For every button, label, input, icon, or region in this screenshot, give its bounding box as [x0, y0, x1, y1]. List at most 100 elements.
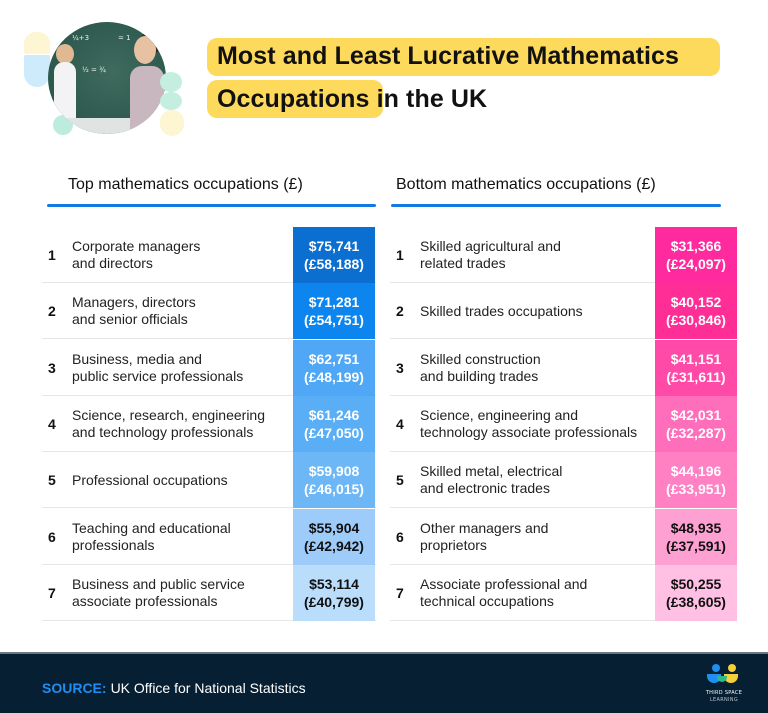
source-text: UK Office for National Statistics [110, 680, 306, 696]
rank-number: 4 [396, 415, 404, 432]
salary-usd: $40,152 [670, 294, 722, 311]
salary-cell: $55,904 (£42,942) [293, 508, 375, 565]
chalk-text: ½ = ¾ [82, 66, 106, 74]
student-head [56, 44, 74, 64]
third-space-learning-logo: THIRD SPACE LEARNING [700, 662, 748, 710]
chalk-text: = 1 [118, 34, 131, 42]
salary-cell: $44,196 (£33,951) [655, 452, 737, 509]
salary-usd: $44,196 [670, 463, 722, 480]
salary-cell: $71,281 (£54,751) [293, 283, 375, 340]
table-row: 3 Skilled construction and building trade… [390, 339, 737, 396]
table-row: 1 Corporate managers and directors $75,741… [42, 227, 376, 283]
salary-cell: $42,031 (£32,287) [655, 395, 737, 452]
logo-arc-yellow-icon [724, 674, 738, 683]
rank-number: 3 [48, 359, 56, 376]
occupation-label: Professional occupations [72, 471, 228, 488]
salary-cell: $41,151 (£31,611) [655, 339, 737, 396]
top-table-rule [47, 204, 376, 207]
occupation-label: Skilled construction and building trades [420, 350, 541, 384]
rank-number: 5 [396, 472, 404, 489]
decor-blob-blue [24, 55, 50, 87]
occupation-label: Business, media and public service profe… [72, 350, 244, 384]
bottom-table-rule [391, 204, 721, 207]
top-table-heading: Top mathematics occupations (£) [68, 176, 303, 193]
logo-text-line1: THIRD SPACE [705, 690, 743, 696]
salary-gbp: (£24,097) [666, 256, 726, 272]
hero-illustration: ¼+3 = 1 ½ = ¾ [20, 22, 190, 137]
decor-blob-mint-2 [160, 72, 182, 92]
decor-blob-yellow [24, 32, 50, 54]
salary-gbp: (£38,605) [666, 593, 726, 610]
occupation-label: Business and public service associate pr… [72, 575, 245, 609]
salary-gbp: (£37,591) [666, 537, 726, 554]
title-highlight-2 [207, 80, 383, 118]
salary-usd: $71,281 [308, 294, 360, 311]
logo-arc-green-icon [717, 676, 727, 682]
occupation-label: Skilled metal, electrical and electronic… [420, 463, 563, 497]
bottom-table-heading: Bottom mathematics occupations (£) [396, 176, 656, 193]
teacher-figure [130, 66, 164, 134]
salary-gbp: (£31,611) [666, 368, 726, 385]
salary-usd: $42,031 [670, 406, 722, 423]
salary-usd: $75,741 [308, 238, 360, 254]
occupation-label: Managers, directors and senior officials [72, 294, 196, 328]
occupation-label: Corporate managers and directors [72, 238, 201, 271]
source-label: SOURCE: [42, 680, 107, 696]
rank-number: 3 [396, 359, 404, 376]
occupation-label: Skilled agricultural and related trades [420, 238, 561, 271]
table-row: 3 Business, media and public service prof… [42, 339, 376, 396]
table-row: 6 Teaching and educational professionals $… [42, 508, 376, 565]
rank-number: 7 [48, 584, 56, 601]
salary-cell: $61,246 (£47,050) [293, 395, 375, 452]
rank-number: 1 [396, 247, 404, 263]
occupation-label: Teaching and educational professionals [72, 519, 231, 553]
salary-usd: $31,366 [670, 238, 722, 254]
salary-usd: $55,904 [308, 519, 360, 536]
occupation-label: Science, research, engineering and techn… [72, 406, 266, 440]
rank-number: 2 [48, 303, 56, 320]
salary-gbp: (£33,951) [666, 481, 726, 498]
salary-usd: $41,151 [670, 350, 722, 367]
salary-gbp: (£48,199) [304, 368, 364, 385]
title-line-1: Most and Least Lucrative Mathematics [217, 42, 680, 70]
title-highlight-1 [207, 38, 720, 76]
salary-gbp: (£30,846) [666, 312, 726, 329]
occupation-label: Other managers and proprietors [420, 519, 549, 553]
salary-cell: $48,935 (£37,591) [655, 508, 737, 565]
salary-gbp: (£47,050) [304, 424, 364, 441]
teacher-head [134, 36, 156, 64]
source-citation: SOURCE: UK Office for National Statistics [42, 680, 306, 696]
rank-number: 1 [48, 247, 56, 263]
salary-cell: $75,741 (£58,188) [293, 227, 375, 283]
logo-text-line2: LEARNING [709, 697, 739, 703]
rank-number: 4 [48, 415, 56, 432]
logo-arc-blue-icon [707, 674, 721, 683]
rank-number: 5 [48, 472, 56, 489]
salary-usd: $61,246 [308, 406, 360, 423]
salary-usd: $50,255 [670, 575, 722, 592]
table-row: 5 Professional occupations $59,908 (£46,015… [42, 452, 376, 509]
footer: SOURCE: UK Office for National Statistics… [0, 652, 768, 713]
rank-number: 2 [396, 303, 404, 320]
occupation-label: Skilled trades occupations [420, 302, 583, 319]
rank-number: 6 [396, 528, 404, 545]
chalk-text: ¼+3 [72, 34, 90, 42]
salary-gbp: (£32,287) [666, 424, 726, 441]
table-row: 5 Skilled metal, electrical and electroni… [390, 452, 737, 509]
table-row: 4 Science, research, engineering and tech… [42, 395, 376, 452]
salary-cell: $62,751 (£48,199) [293, 339, 375, 396]
salary-cell: $59,908 (£46,015) [293, 452, 375, 509]
title-rest: in the UK [369, 85, 488, 113]
table-row: 7 Associate professional and technical oc… [390, 564, 737, 621]
salary-cell: $53,114 (£40,799) [293, 564, 375, 621]
occupation-label: Science, engineering and technology asso… [420, 406, 638, 440]
salary-usd: $59,908 [308, 463, 360, 480]
table-row: 6 Other managers and proprietors $48,935 (£… [390, 508, 737, 565]
table-row: 1 Skilled agricultural and related trades… [390, 227, 737, 283]
logo-dot-blue-icon [712, 664, 720, 672]
title-highlight-word: Occupations [217, 85, 370, 113]
title-line-2: Occupations in the UK [217, 85, 487, 114]
salary-gbp: (£40,799) [304, 593, 364, 610]
salary-cell: $31,366 (£24,097) [655, 227, 737, 283]
table-row: 2 Managers, directors and senior official… [42, 283, 376, 340]
